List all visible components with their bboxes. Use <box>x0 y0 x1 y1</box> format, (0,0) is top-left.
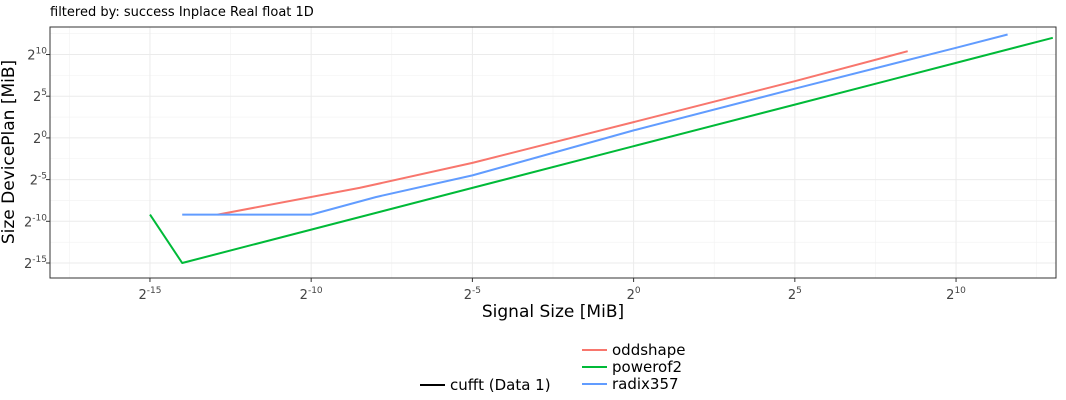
x-axis-ticks: 2-15 2-10 2-5 20 25 210 <box>138 278 966 303</box>
legend-label-radix357: radix357 <box>612 375 679 393</box>
y-tick-label: 210 <box>27 47 47 64</box>
series-line-oddshape <box>217 50 908 216</box>
y-axis-ticks: 2-15 2-10 2-5 20 25 210 <box>24 47 50 272</box>
x-tick-label: 2-10 <box>300 286 323 303</box>
legend-label-oddshape: oddshape <box>612 341 685 359</box>
x-tick-label: 2-5 <box>464 286 481 303</box>
y-tick-label: 2-10 <box>24 213 47 230</box>
grid <box>50 27 1056 278</box>
series-line-powerof2 <box>149 36 1054 264</box>
series-lines <box>149 33 1054 264</box>
legend-label-powerof2: powerof2 <box>612 358 682 376</box>
x-tick-label: 25 <box>788 286 802 303</box>
y-tick-label: 20 <box>33 130 47 147</box>
y-tick-label: 25 <box>33 88 47 105</box>
series-line-radix357 <box>182 33 1008 216</box>
x-axis-title: Signal Size [MiB] <box>482 302 624 322</box>
legend-label-cufft: cufft (Data 1) <box>450 376 551 394</box>
y-tick-label: 2-15 <box>24 255 47 272</box>
x-tick-label: 2-15 <box>138 286 161 303</box>
x-tick-label: 210 <box>946 286 966 303</box>
y-tick-label: 2-5 <box>30 172 47 189</box>
plot-panel <box>49 26 1057 279</box>
y-axis-title: Size DevicePlan [MiB] <box>0 60 19 244</box>
subtitle: filtered by: success Inplace Real float … <box>50 5 314 20</box>
x-tick-label: 20 <box>627 286 641 303</box>
